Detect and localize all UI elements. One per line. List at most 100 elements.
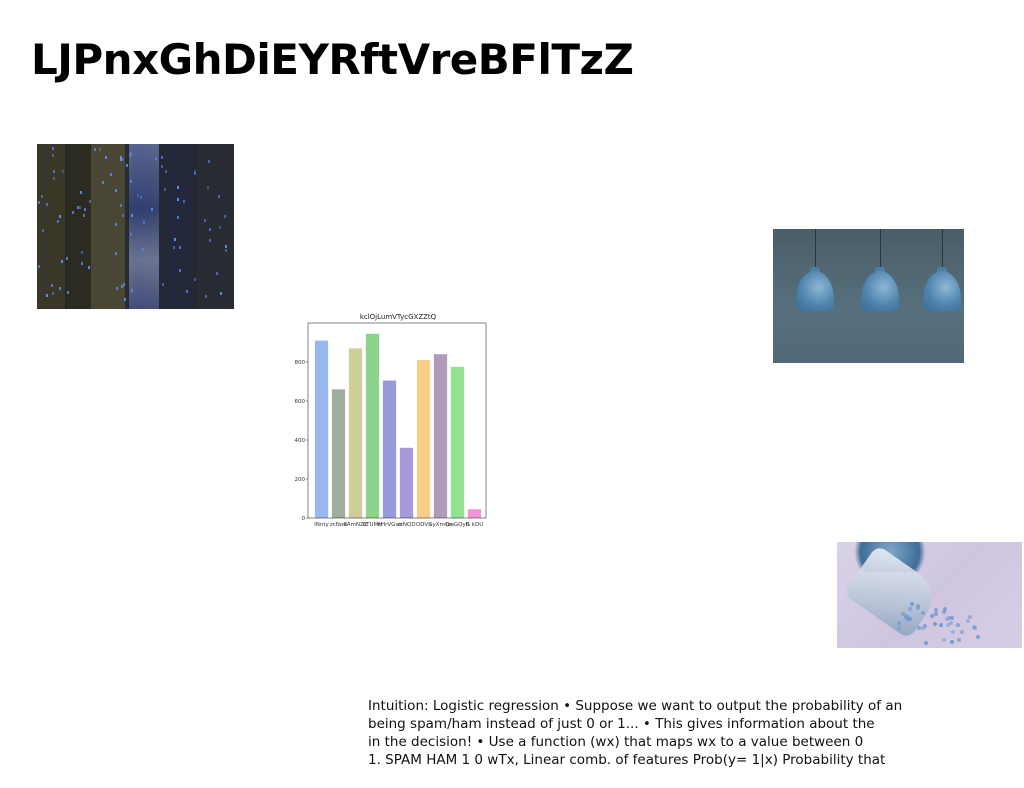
body-line-2: being spam/ham instead of just 0 or 1...…: [368, 716, 875, 732]
window-light: [62, 170, 64, 173]
bead: [916, 606, 920, 610]
window-light: [105, 156, 107, 159]
bar-0: [314, 340, 329, 518]
x-tick-label: tzaGQyB: [445, 522, 469, 528]
window-light: [52, 292, 54, 295]
window-light: [116, 287, 118, 290]
street-lights: [129, 144, 159, 309]
bead: [950, 616, 954, 620]
window-light: [122, 158, 124, 161]
bead: [934, 612, 938, 616]
bead: [942, 610, 946, 614]
x-tick-label: ODVs: [416, 522, 431, 528]
plot-frame: [307, 322, 487, 519]
window-light: [194, 278, 196, 281]
bead: [947, 616, 951, 620]
blue-pendant-lamps-photo: [773, 229, 964, 363]
window-light: [143, 221, 145, 224]
bead: [951, 630, 955, 634]
bar-chart-svg: kclOjLumVTycGXZZtQ 0 200 400 600 800 lNnty zc…: [295, 313, 487, 528]
window-light: [208, 160, 210, 163]
window-light: [53, 170, 55, 173]
building: [91, 144, 125, 309]
bar-chart: kclOjLumVTycGXZZtQ 0 200 400 600 800 lNnty zc…: [290, 308, 490, 538]
bead: [972, 625, 976, 629]
bead: [901, 612, 905, 616]
window-light: [120, 156, 122, 159]
building: [167, 144, 193, 309]
lamp-cap: [937, 267, 947, 273]
window-light: [84, 208, 86, 211]
window-light: [53, 177, 55, 180]
window-light: [42, 229, 44, 232]
bar-9: [467, 509, 482, 518]
window-light: [219, 226, 221, 229]
body-line-4: 1. SPAM HAM 1 0 wTx, Linear comb. of fea…: [368, 752, 886, 768]
bead: [939, 623, 943, 627]
window-light: [224, 215, 226, 218]
chart-title: kclOjLumVTycGXZZtQ: [360, 313, 437, 321]
bead: [957, 638, 961, 642]
window-light: [131, 214, 133, 217]
bead: [908, 617, 912, 621]
window-light: [94, 148, 96, 151]
bead: [908, 607, 912, 611]
bar-8: [450, 366, 465, 518]
bead: [950, 640, 954, 644]
y-tick-label: 600: [295, 399, 306, 405]
window-light: [177, 186, 179, 189]
window-light: [137, 194, 139, 197]
window-light: [165, 170, 167, 173]
bead: [897, 621, 901, 625]
window-light: [130, 180, 132, 183]
bead: [906, 615, 910, 619]
bead: [956, 623, 960, 627]
window-light: [59, 215, 61, 218]
y-tick-label: 400: [295, 438, 306, 444]
bead: [943, 607, 947, 611]
window-light: [80, 191, 82, 194]
window-light: [204, 219, 206, 222]
window-light: [79, 206, 81, 209]
bar-4: [382, 380, 397, 518]
bead: [921, 626, 925, 630]
bead: [921, 611, 925, 615]
window-light: [81, 251, 83, 254]
window-light: [89, 200, 91, 203]
window-light: [177, 198, 179, 201]
city-night-photo: [37, 144, 234, 309]
window-light: [177, 216, 179, 219]
window-light: [61, 260, 63, 263]
bead: [966, 619, 970, 623]
pendant-lamp: [861, 271, 899, 311]
window-light: [88, 266, 90, 269]
window-light: [52, 154, 54, 157]
x-tick-label: G kDU: [466, 522, 483, 528]
window-light: [83, 214, 85, 217]
window-light: [130, 233, 132, 236]
bead: [924, 641, 928, 645]
x-tick-label: oAmNZZ: [343, 522, 367, 528]
window-light: [225, 249, 227, 252]
pendant-lamp: [923, 271, 961, 311]
slide-body-text: Intuition: Logistic regression • Suppose…: [368, 697, 948, 769]
x-tick-label: lNnty: [314, 522, 329, 528]
building: [67, 144, 89, 309]
window-light: [194, 172, 196, 175]
body-line-3: in the decision! • Use a function (wx)…: [368, 734, 864, 750]
bar-5: [399, 447, 414, 518]
window-light: [41, 195, 43, 198]
window-light: [173, 246, 175, 249]
window-light: [51, 284, 53, 287]
x-tick-label: SyXmQz: [429, 522, 452, 528]
window-light: [115, 189, 117, 192]
x-tick-label: etNQD: [397, 522, 415, 528]
bead: [976, 635, 980, 639]
x-tick-label: zcNoR: [330, 522, 347, 528]
window-light: [194, 170, 196, 173]
lamp-cord: [942, 229, 943, 273]
pendant-lamp: [796, 271, 834, 311]
window-light: [130, 152, 132, 155]
window-light: [161, 165, 163, 168]
window-light: [183, 200, 185, 203]
